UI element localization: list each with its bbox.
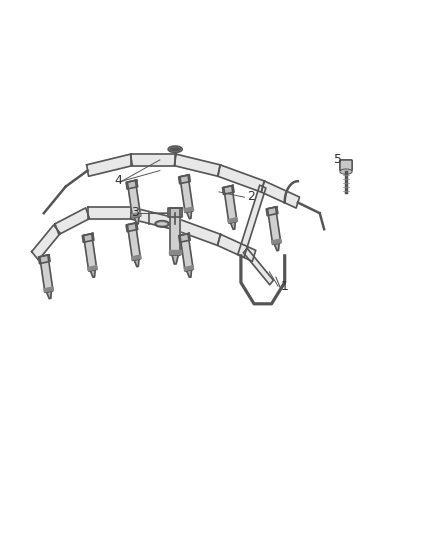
Ellipse shape [156,222,168,226]
Polygon shape [187,270,191,277]
Polygon shape [131,255,141,260]
Polygon shape [274,243,279,251]
Polygon shape [44,287,53,292]
Text: 4: 4 [114,174,122,187]
Text: 3: 3 [131,206,139,219]
Polygon shape [217,235,256,261]
Polygon shape [131,154,175,166]
Polygon shape [268,207,281,245]
Polygon shape [172,255,178,264]
Polygon shape [174,218,220,246]
Polygon shape [126,180,138,189]
Polygon shape [84,233,97,271]
Polygon shape [174,154,220,176]
Text: 2: 2 [247,190,255,203]
Polygon shape [184,265,194,271]
Polygon shape [184,207,194,212]
Polygon shape [180,175,193,213]
Polygon shape [218,165,264,192]
Polygon shape [228,217,237,223]
Text: 1: 1 [280,280,288,294]
Polygon shape [39,255,50,264]
Polygon shape [87,154,132,176]
Polygon shape [46,291,51,298]
Polygon shape [238,185,266,257]
Polygon shape [40,255,53,293]
Text: 5: 5 [334,152,342,166]
Polygon shape [266,207,278,216]
Polygon shape [82,233,94,243]
FancyBboxPatch shape [340,160,352,171]
Polygon shape [126,223,138,232]
Polygon shape [244,248,273,285]
Polygon shape [134,216,139,224]
Polygon shape [55,208,89,235]
Ellipse shape [340,169,352,174]
Polygon shape [224,185,237,223]
Polygon shape [88,265,97,271]
Ellipse shape [170,147,181,151]
Polygon shape [170,250,181,254]
Polygon shape [223,185,234,195]
Polygon shape [179,233,190,243]
Polygon shape [261,181,300,208]
Polygon shape [230,222,235,229]
Polygon shape [179,175,190,184]
Polygon shape [90,270,95,277]
Polygon shape [88,207,131,219]
Polygon shape [168,208,182,216]
Polygon shape [131,207,176,230]
Polygon shape [32,225,60,260]
Polygon shape [127,223,141,261]
Polygon shape [272,239,281,244]
Polygon shape [131,212,141,217]
Polygon shape [127,180,141,218]
Polygon shape [134,259,139,266]
Polygon shape [170,208,180,255]
Polygon shape [180,233,193,271]
Polygon shape [187,211,191,219]
